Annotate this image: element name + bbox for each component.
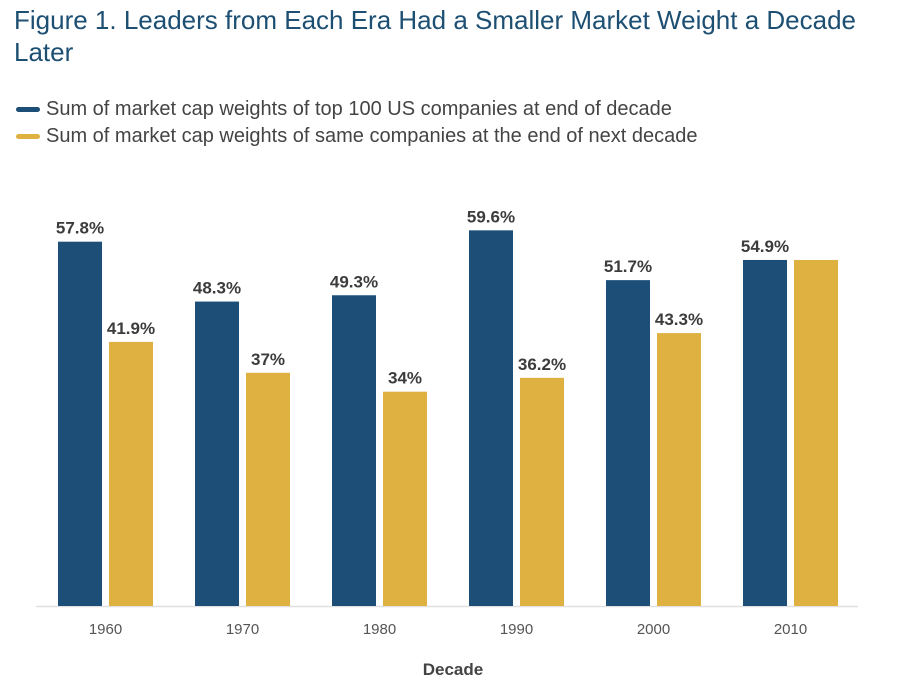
bar-1980-series-1: [332, 295, 376, 606]
bar-1960-series-2: [109, 341, 153, 606]
x-tick-label-2010: 2010: [774, 621, 807, 638]
legend-item-series-2: Sum of market cap weights of same compan…: [16, 123, 697, 150]
legend-label-series-1: Sum of market cap weights of top 100 US …: [46, 98, 672, 120]
bar-2010-series-2: [794, 259, 838, 606]
bar-1990-series-1: [469, 230, 513, 606]
value-label-2000-series-1: 51.7%: [604, 257, 652, 276]
value-label-1990-series-2: 36.2%: [518, 355, 566, 374]
x-tick-label-2000: 2000: [637, 621, 670, 638]
value-label-1960-series-2: 41.9%: [107, 319, 155, 338]
legend: Sum of market cap weights of top 100 US …: [16, 96, 697, 150]
x-axis-title: Decade: [423, 660, 483, 679]
value-label-1980-series-2: 34%: [388, 369, 422, 388]
legend-swatch-series-1: [16, 107, 40, 112]
x-tick-label-1990: 1990: [500, 621, 533, 638]
value-label-1970-series-1: 48.3%: [193, 279, 241, 298]
bar-1980-series-2: [383, 391, 427, 606]
x-tick-label-1960: 1960: [89, 621, 122, 638]
value-label-2010-series-1: 54.9%: [741, 237, 789, 256]
bar-2000-series-1: [606, 280, 650, 606]
bar-2000-series-2: [657, 333, 701, 606]
bar-1960-series-1: [58, 241, 102, 606]
value-label-2000-series-2: 43.3%: [655, 310, 703, 329]
value-label-1970-series-2: 37%: [251, 350, 285, 369]
value-label-1990-series-1: 59.6%: [467, 207, 515, 226]
bar-1990-series-2: [520, 377, 564, 606]
value-label-1980-series-1: 49.3%: [330, 272, 378, 291]
bar-1970-series-1: [195, 301, 239, 606]
x-tick-label-1980: 1980: [363, 621, 396, 638]
legend-swatch-series-2: [16, 134, 40, 139]
bar-2010-series-1: [743, 259, 787, 606]
x-tick-label-1970: 1970: [226, 621, 259, 638]
bar-1970-series-2: [246, 372, 290, 606]
legend-label-series-2: Sum of market cap weights of same compan…: [46, 125, 698, 147]
value-label-1960-series-1: 57.8%: [56, 219, 104, 238]
chart-title: Figure 1. Leaders from Each Era Had a Sm…: [14, 5, 857, 67]
legend-item-series-1: Sum of market cap weights of top 100 US …: [16, 96, 697, 123]
